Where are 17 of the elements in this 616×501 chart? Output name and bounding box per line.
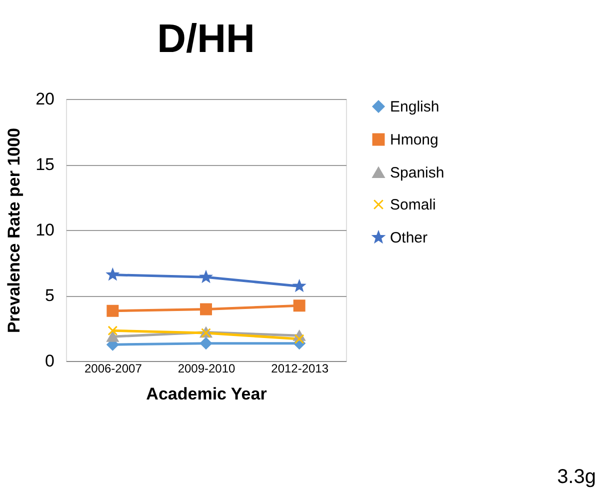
y-tick-label: 20 bbox=[36, 90, 54, 108]
legend-label: Spanish bbox=[390, 164, 444, 182]
legend-label: Hmong bbox=[390, 132, 438, 148]
legend-label: Other bbox=[390, 230, 428, 246]
text: 3.3g bbox=[557, 466, 596, 488]
y-tick-label: 0 bbox=[45, 352, 54, 370]
y-tick-label: 10 bbox=[36, 220, 54, 240]
x-tick-label: 2009-2010 bbox=[178, 362, 236, 376]
x-axis-title: Academic Year bbox=[146, 384, 268, 404]
x-tick-label: 2012-2013 bbox=[271, 362, 329, 376]
legend-label: English bbox=[390, 98, 440, 116]
y-axis-title: Prevalence Rate per 1000 bbox=[4, 128, 24, 334]
y-tick-label: 5 bbox=[45, 286, 54, 305]
chart-title: D/HH bbox=[157, 17, 255, 61]
y-tick-label: 15 bbox=[36, 155, 54, 174]
x-tick-label: 2006-2007 bbox=[84, 362, 142, 376]
legend-label: Somali bbox=[390, 196, 436, 214]
